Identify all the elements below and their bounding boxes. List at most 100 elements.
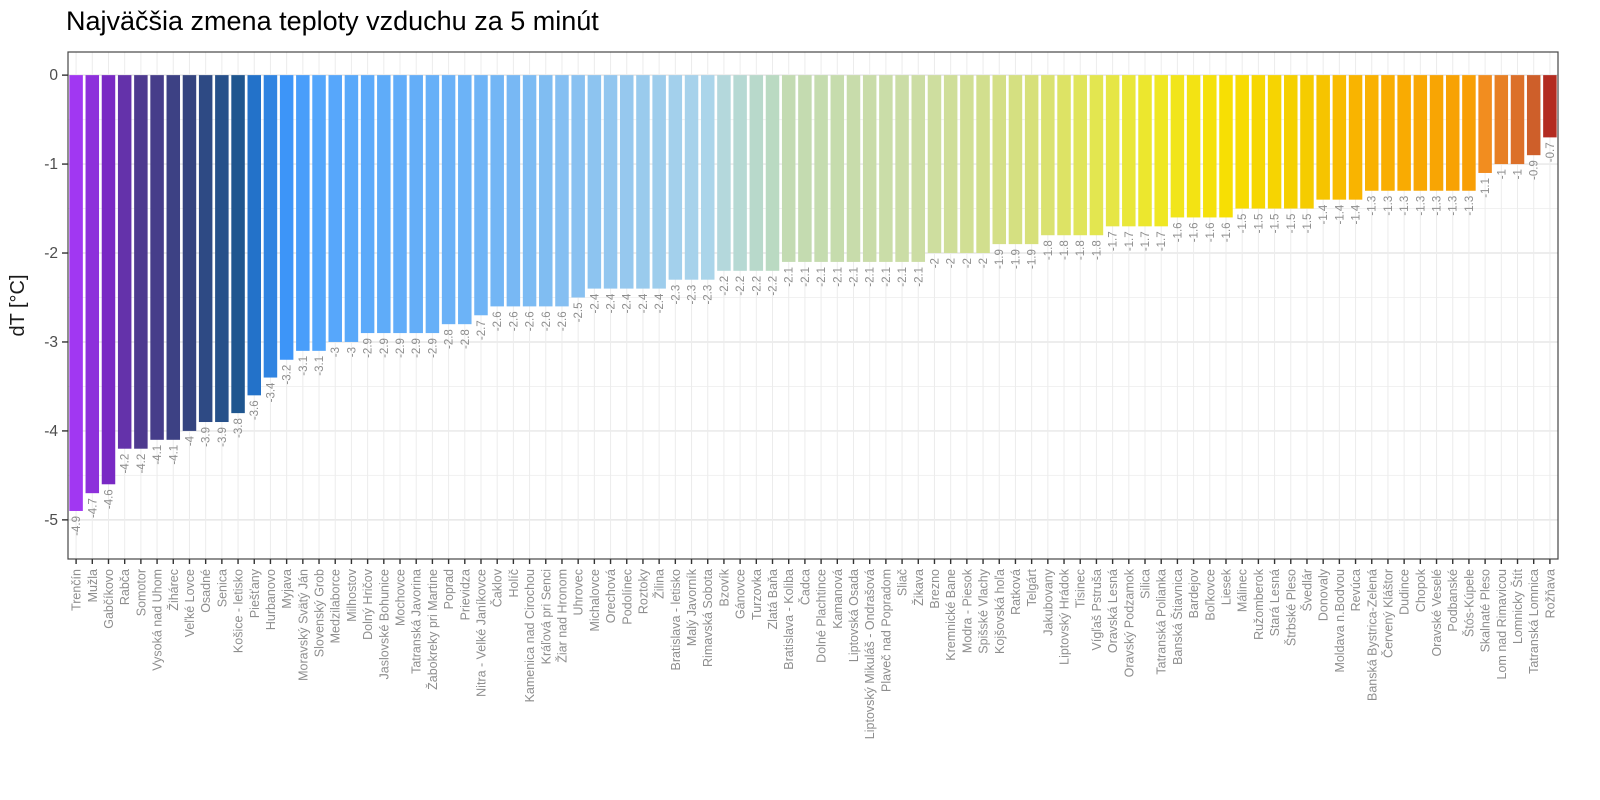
- x-tick-label: Orechová: [604, 569, 618, 623]
- bar-value-label: -2.1: [800, 267, 812, 287]
- x-tick-label: Švedlár: [1299, 569, 1314, 611]
- bar-value-label: -1.6: [1172, 222, 1184, 242]
- bar: [1429, 75, 1444, 191]
- bar: [1316, 75, 1330, 200]
- bar-value-label: -2.7: [476, 320, 488, 340]
- bar-value-label: -2: [962, 258, 974, 268]
- bar: [1251, 75, 1266, 209]
- bar-value-label: -2.2: [751, 276, 763, 296]
- bar-value-label: -2: [929, 258, 941, 268]
- bar-value-label: -1.8: [1059, 240, 1071, 260]
- x-tick-label: Plaveč nad Popradom: [879, 569, 893, 692]
- bar: [1300, 75, 1314, 209]
- x-tick-label: Žikava: [911, 569, 926, 606]
- bar-value-label: -2.4: [589, 293, 601, 313]
- bar: [668, 75, 683, 280]
- bar-value-label: -2.1: [881, 267, 893, 287]
- bar-value-label: -1.6: [1189, 222, 1201, 242]
- bar: [474, 75, 488, 316]
- bar: [1397, 75, 1411, 191]
- bar: [1219, 75, 1233, 218]
- bar: [1057, 75, 1071, 236]
- x-tick-label: Štrbské Pleso: [1283, 569, 1298, 646]
- bar-value-label: -4.1: [152, 445, 164, 465]
- y-tick-label: -5: [44, 512, 58, 529]
- x-tick-label: Spišské Vlachy: [977, 568, 991, 654]
- bar: [360, 75, 375, 334]
- bar: [992, 75, 1006, 245]
- bar-value-label: -2.6: [492, 311, 504, 331]
- bar: [960, 75, 974, 254]
- bar: [425, 75, 440, 334]
- bar-value-label: -2.9: [363, 338, 375, 358]
- x-tick-label: Lomnicky Štít: [1510, 568, 1525, 644]
- x-tick-label: Myjava: [280, 569, 294, 609]
- bar: [846, 75, 861, 262]
- bar: [976, 75, 990, 254]
- bar: [700, 75, 715, 280]
- bar: [1073, 75, 1087, 236]
- bar: [684, 75, 699, 280]
- x-tick-label: Kráľová pri Senci: [539, 569, 553, 664]
- bar-value-label: -2.4: [622, 293, 634, 313]
- bar: [279, 75, 294, 360]
- bar: [409, 75, 423, 334]
- bar: [927, 75, 942, 254]
- bar: [1122, 75, 1136, 227]
- bar-value-label: -3.8: [233, 418, 245, 438]
- y-tick-label: -4: [44, 423, 58, 440]
- bar: [1170, 75, 1185, 218]
- x-tick-label: Oravské Veselé: [1430, 569, 1444, 657]
- bar: [1510, 75, 1525, 165]
- bar: [911, 75, 926, 262]
- bar-value-label: -1.5: [1302, 214, 1314, 234]
- bar: [1348, 75, 1363, 200]
- bar: [1089, 75, 1104, 236]
- x-tick-label: Nitra - Velké Janíkovce: [474, 569, 488, 697]
- x-tick-label: Hurbanovo: [264, 569, 278, 630]
- bar: [263, 75, 278, 378]
- bar-value-label: -2.6: [541, 311, 553, 331]
- bar-value-label: -1.9: [1010, 249, 1022, 269]
- x-tick-label: Lom nad Rimavicou: [1495, 569, 1509, 680]
- x-tick-label: Čaklov: [490, 568, 505, 607]
- x-tick-label: Jakubovany: [1041, 568, 1055, 635]
- bar-value-label: -1.9: [994, 249, 1006, 269]
- bar-value-label: -1.7: [1140, 231, 1152, 251]
- bar: [1365, 75, 1379, 191]
- bar: [182, 75, 197, 431]
- bar-value-label: -1: [1513, 169, 1525, 179]
- x-tick-label: Senica: [215, 569, 229, 607]
- bar-value-label: -1.4: [1351, 204, 1363, 224]
- bar: [539, 75, 553, 307]
- x-tick-label: Podolínec: [620, 569, 634, 625]
- bar: [117, 75, 132, 449]
- chart-title: Najväčšia zmena teploty vzduchu za 5 min…: [66, 6, 599, 36]
- x-tick-label: Banská Bystrica-Zelená: [1365, 569, 1379, 701]
- x-tick-label: Banská Štiavnica: [1170, 569, 1185, 665]
- x-tick-label: Bratislava - Koliba: [782, 569, 796, 670]
- bar-value-label: -3: [330, 347, 342, 357]
- x-tick-label: Tisinec: [1074, 569, 1088, 608]
- x-tick-label: Jaslovské Bohunice: [377, 569, 391, 680]
- x-tick-label: Silica: [1139, 569, 1153, 599]
- bar: [1267, 75, 1282, 209]
- bar: [150, 75, 164, 440]
- bar: [344, 75, 359, 342]
- x-tick-label: Štós-Kúpele: [1461, 569, 1476, 637]
- bar-value-label: -2.1: [848, 267, 860, 287]
- bar: [652, 75, 666, 289]
- x-tick-label: Dudince: [1398, 569, 1412, 615]
- bar: [781, 75, 796, 262]
- bar: [1154, 75, 1168, 227]
- bar: [1105, 75, 1120, 227]
- x-tick-label: Liesek: [1219, 568, 1233, 605]
- bar: [1186, 75, 1201, 218]
- bar-value-label: -1.8: [1075, 240, 1087, 260]
- bar-value-label: -2.9: [411, 338, 423, 358]
- bar: [798, 75, 812, 262]
- bar-value-label: -2: [978, 258, 990, 268]
- bar: [328, 75, 342, 342]
- x-tick-label: Zlatá Baňa: [766, 569, 780, 630]
- bar: [506, 75, 521, 307]
